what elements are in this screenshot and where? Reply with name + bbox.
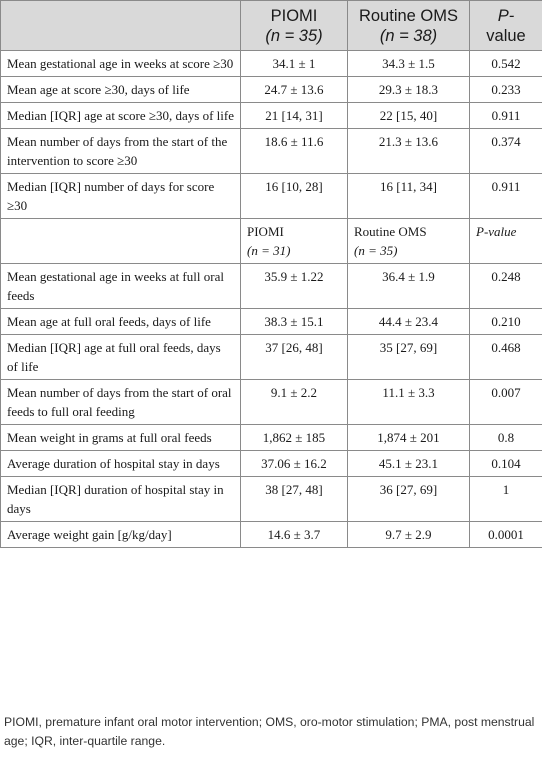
row-oms-value: 21.3 ± 13.6 (347, 128, 470, 174)
table-footnote: PIOMI, premature infant oral motor inter… (4, 715, 535, 748)
header-oms-n: (n = 38) (379, 26, 438, 45)
table-row: Mean gestational age in weeks at score ≥… (0, 50, 542, 77)
row-piomi-value: 14.6 ± 3.7 (240, 521, 348, 548)
table-row: Median [IQR] age at score ≥30, days of l… (0, 102, 542, 129)
row-p-value: 0.104 (469, 450, 542, 477)
row-label: Average weight gain [g/kg/day] (0, 521, 241, 548)
table-row: Median [IQR] number of days for score ≥3… (0, 173, 542, 219)
header-routine-oms: Routine OMS (n = 38) (347, 0, 470, 51)
row-piomi-value: 21 [14, 31] (240, 102, 348, 129)
header-p-value: P- value (469, 0, 542, 51)
row-oms-value: 22 [15, 40] (347, 102, 470, 129)
row-p-value: 0.911 (469, 102, 542, 129)
row-oms-value: 1,874 ± 201 (347, 424, 470, 451)
row-p-value: 0.007 (469, 379, 542, 425)
subheader-piomi: PIOMI (n = 31) (240, 218, 348, 264)
table-row: Mean gestational age in weeks at full or… (0, 263, 542, 309)
row-p-value: 0.0001 (469, 521, 542, 548)
row-label: Mean number of days from the start of th… (0, 128, 241, 174)
row-piomi-value: 37 [26, 48] (240, 334, 348, 380)
row-oms-value: 29.3 ± 18.3 (347, 76, 470, 103)
row-oms-value: 16 [11, 34] (347, 173, 470, 219)
table-row: Average weight gain [g/kg/day] 14.6 ± 3.7… (0, 521, 542, 548)
row-p-value: 0.210 (469, 308, 542, 335)
row-label: Mean weight in grams at full oral feeds (0, 424, 241, 451)
row-label: Mean age at score ≥30, days of life (0, 76, 241, 103)
subheader-routine-oms: Routine OMS (n = 35) (347, 218, 470, 264)
row-piomi-value: 34.1 ± 1 (240, 50, 348, 77)
row-label: Median [IQR] age at score ≥30, days of l… (0, 102, 241, 129)
table-row: Mean age at full oral feeds, days of lif… (0, 308, 542, 335)
row-label: Median [IQR] age at full oral feeds, day… (0, 334, 241, 380)
row-label: Average duration of hospital stay in day… (0, 450, 241, 477)
row-p-value: 0.542 (469, 50, 542, 77)
row-label: Median [IQR] duration of hospital stay i… (0, 476, 241, 522)
header-piomi: PIOMI (n = 35) (240, 0, 348, 51)
row-piomi-value: 18.6 ± 11.6 (240, 128, 348, 174)
row-oms-value: 36.4 ± 1.9 (347, 263, 470, 309)
row-label: Mean gestational age in weeks at score ≥… (0, 50, 241, 77)
row-piomi-value: 1,862 ± 185 (240, 424, 348, 451)
results-table: PIOMI (n = 35) Routine OMS (n = 38) P- v… (0, 0, 542, 548)
subheader-empty-cell (0, 218, 241, 264)
table-row: Median [IQR] duration of hospital stay i… (0, 476, 542, 522)
subheader-row: PIOMI (n = 31) Routine OMS (n = 35) P-va… (0, 218, 542, 264)
row-piomi-value: 38.3 ± 15.1 (240, 308, 348, 335)
row-p-value: 0.248 (469, 263, 542, 309)
table-row: Mean weight in grams at full oral feeds 1… (0, 424, 542, 451)
row-p-value: 0.468 (469, 334, 542, 380)
table-header-row: PIOMI (n = 35) Routine OMS (n = 38) P- v… (0, 0, 542, 51)
row-piomi-value: 9.1 ± 2.2 (240, 379, 348, 425)
row-oms-value: 11.1 ± 3.3 (347, 379, 470, 425)
row-p-value: 0.911 (469, 173, 542, 219)
row-oms-value: 45.1 ± 23.1 (347, 450, 470, 477)
table-row: Mean age at score ≥30, days of life 24.7 … (0, 76, 542, 103)
row-oms-value: 35 [27, 69] (347, 334, 470, 380)
row-piomi-value: 38 [27, 48] (240, 476, 348, 522)
row-label: Mean number of days from the start of or… (0, 379, 241, 425)
table-row: Median [IQR] age at full oral feeds, day… (0, 334, 542, 380)
subheader-p-value: P-value (469, 218, 542, 264)
row-p-value: 1 (469, 476, 542, 522)
table-row: Mean number of days from the start of th… (0, 128, 542, 174)
row-label: Mean gestational age in weeks at full or… (0, 263, 241, 309)
row-p-value: 0.233 (469, 76, 542, 103)
row-oms-value: 9.7 ± 2.9 (347, 521, 470, 548)
row-piomi-value: 37.06 ± 16.2 (240, 450, 348, 477)
row-piomi-value: 35.9 ± 1.22 (240, 263, 348, 309)
row-label: Mean age at full oral feeds, days of lif… (0, 308, 241, 335)
table-row: Average duration of hospital stay in day… (0, 450, 542, 477)
row-piomi-value: 24.7 ± 13.6 (240, 76, 348, 103)
row-piomi-value: 16 [10, 28] (240, 173, 348, 219)
row-oms-value: 34.3 ± 1.5 (347, 50, 470, 77)
table-row: Mean number of days from the start of or… (0, 379, 542, 425)
row-oms-value: 36 [27, 69] (347, 476, 470, 522)
header-empty-cell (0, 0, 241, 51)
header-piomi-n: (n = 35) (265, 26, 323, 45)
row-oms-value: 44.4 ± 23.4 (347, 308, 470, 335)
row-p-value: 0.8 (469, 424, 542, 451)
row-label: Median [IQR] number of days for score ≥3… (0, 173, 241, 219)
row-p-value: 0.374 (469, 128, 542, 174)
